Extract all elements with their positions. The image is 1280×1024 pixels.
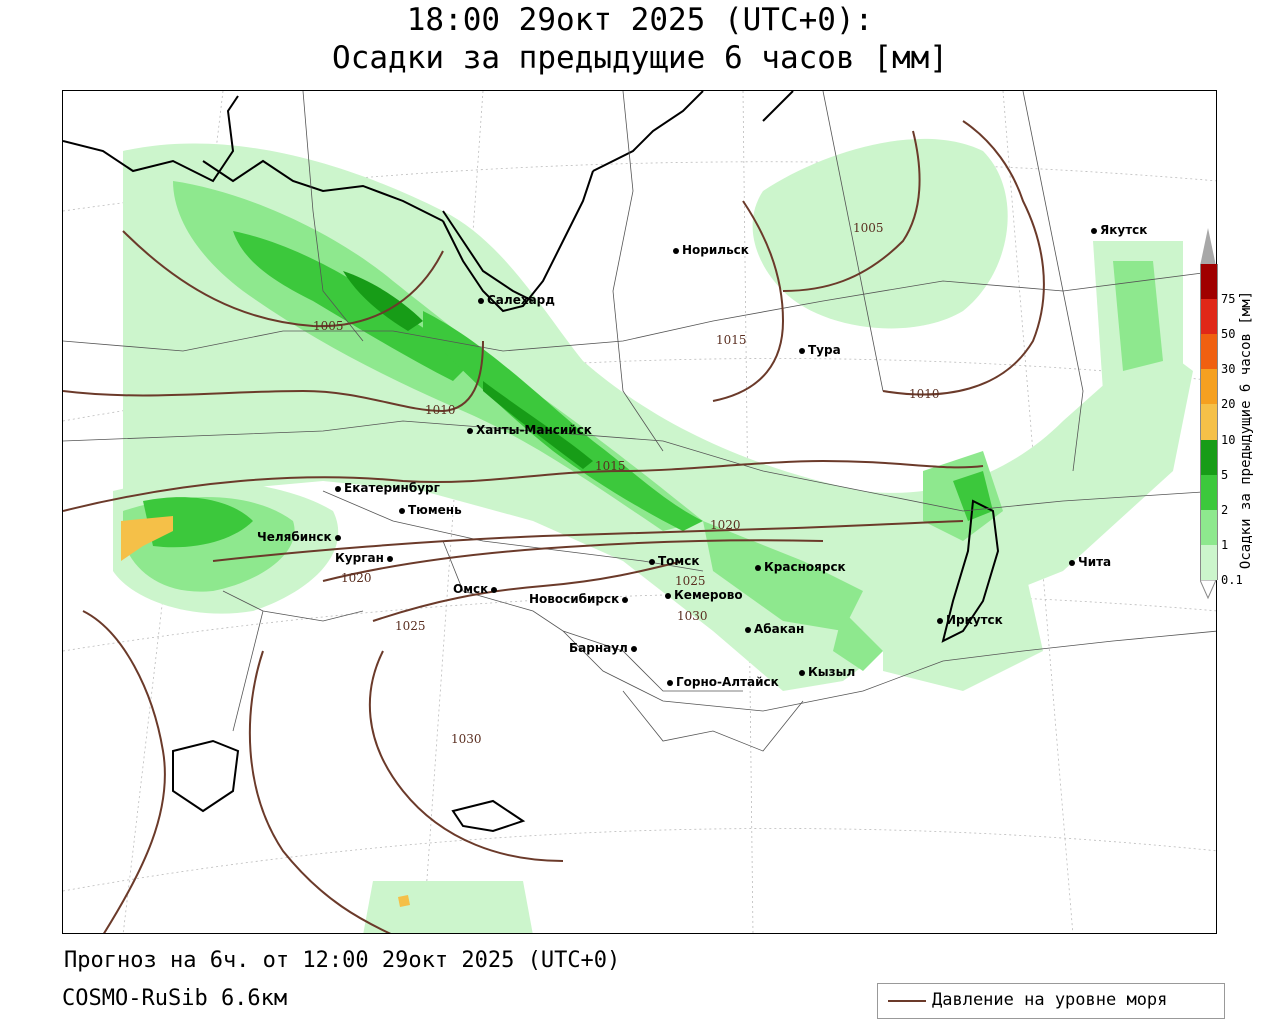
legend-label: Давление на уровне моря	[932, 990, 1168, 1010]
isobar-label: 1005	[853, 221, 884, 235]
colorbar-swatch	[1200, 334, 1218, 370]
colorbar-tick-label: 0.1	[1221, 573, 1243, 587]
colorbar-swatch	[1200, 439, 1218, 475]
city-salekhard: Салехард	[478, 293, 555, 307]
city-marker-icon	[665, 592, 671, 599]
city-chelyabinsk: Челябинск	[257, 530, 341, 544]
city-marker-icon	[467, 427, 473, 434]
city-marker-icon	[478, 297, 484, 304]
colorbar-tick-label: 1	[1221, 537, 1229, 552]
colorbar-tick-label: 20	[1221, 397, 1236, 412]
city-tyumen: Тюмень	[399, 503, 462, 517]
city-marker-icon	[1091, 227, 1097, 234]
isobar-label: 1010	[909, 387, 940, 401]
colorbar-tick-label: 10	[1221, 432, 1236, 447]
city-barnaul: Барнаул	[569, 641, 637, 655]
city-yakutsk: Якутск	[1091, 223, 1147, 237]
isobar-label: 1015	[716, 333, 747, 347]
map-subtitle: Осадки за предыдущие 6 часов [мм]	[332, 40, 948, 76]
city-marker-icon	[622, 596, 629, 603]
isobar-line-swatch	[888, 1000, 926, 1002]
city-marker-icon	[335, 485, 341, 492]
colorbar-swatch	[1200, 474, 1218, 510]
colorbar-swatch	[1200, 544, 1218, 580]
city-marker-icon	[334, 534, 341, 541]
colorbar-overflow-arrow	[1200, 228, 1216, 266]
isobar-label: 1020	[710, 518, 741, 532]
isobar-label: 1005	[313, 319, 344, 333]
city-marker-icon	[937, 617, 943, 624]
colorbar-tick-label: 75	[1221, 292, 1236, 307]
precip-very-heavy	[343, 271, 593, 469]
colorbar-underflow-arrow	[1200, 580, 1217, 600]
isobar-label: 1025	[675, 574, 706, 588]
colorbar-swatch	[1200, 509, 1218, 545]
isobar-label: 1025	[395, 619, 426, 633]
city-gorno-altaysk: Горно-Алтайск	[667, 675, 779, 689]
city-kyzyl: Кызыл	[799, 665, 855, 679]
precip-heavy	[143, 231, 993, 548]
city-marker-icon	[386, 555, 393, 562]
city-marker-icon	[673, 247, 679, 254]
city-tura: Тура	[799, 343, 841, 357]
colorbar-swatch	[1200, 404, 1218, 440]
isobar-label: 1030	[451, 732, 482, 746]
isobars	[63, 120, 1045, 933]
colorbar-label: Осадки за предыдущие 6 часов [мм]	[1238, 290, 1254, 570]
model-name: COSMO-RuSib 6.6км	[62, 986, 288, 1011]
city-marker-icon	[755, 564, 761, 571]
city-marker-icon	[630, 645, 637, 652]
city-marker-icon	[649, 558, 655, 565]
city-irkutsk: Иркутск	[937, 613, 1003, 627]
colorbar-tick-label: 5	[1221, 467, 1229, 482]
precipitation-map: 1005 1005 1015 1010 1010 1015 1020 1020 …	[62, 90, 1217, 934]
colorbar-swatch	[1200, 264, 1218, 300]
city-abakan: Абакан	[745, 622, 804, 636]
city-chita: Чита	[1069, 555, 1111, 569]
admin-borders	[63, 91, 1216, 752]
city-marker-icon	[1069, 559, 1075, 566]
isobar-label: 1020	[341, 571, 372, 585]
city-norilsk: Норильск	[673, 243, 749, 257]
coastlines	[63, 91, 1000, 833]
colorbar-tick-label: 2	[1221, 502, 1229, 517]
precip-10-20	[121, 516, 410, 907]
forecast-info: Прогноз на 6ч. от 12:00 29окт 2025 (UTC+…	[64, 948, 621, 973]
map-title: 18:00 29окт 2025 (UTC+0):	[406, 2, 874, 38]
city-tomsk: Томск	[649, 554, 700, 568]
city-marker-icon	[399, 507, 405, 514]
city-marker-icon	[799, 669, 805, 676]
city-novosibirsk: Новосибирск	[529, 592, 629, 606]
colorbar-tick-label: 30	[1221, 362, 1236, 377]
city-khanty-mansiysk: Ханты-Мансийск	[467, 423, 592, 437]
colorbar-swatch	[1200, 299, 1218, 335]
isobar-label: 1010	[425, 403, 456, 417]
precipitation-colorbar	[1200, 228, 1218, 620]
city-marker-icon	[667, 679, 673, 686]
city-krasnoyarsk: Красноярск	[755, 560, 846, 574]
city-ekaterinburg: Екатеринбург	[335, 481, 440, 495]
city-kurgan: Курган	[335, 551, 393, 565]
map-legend: Давление на уровне моря	[877, 983, 1225, 1019]
colorbar-swatch	[1200, 369, 1218, 405]
map-canvas	[63, 91, 1216, 933]
city-marker-icon	[745, 626, 751, 633]
city-kemerovo: Кемерово	[665, 588, 743, 602]
city-marker-icon	[799, 347, 805, 354]
colorbar-tick-label: 50	[1221, 327, 1236, 342]
city-omsk: Омск	[453, 582, 498, 596]
city-marker-icon	[491, 586, 498, 593]
isobar-label: 1030	[677, 609, 708, 623]
isobar-label: 1015	[595, 459, 626, 473]
